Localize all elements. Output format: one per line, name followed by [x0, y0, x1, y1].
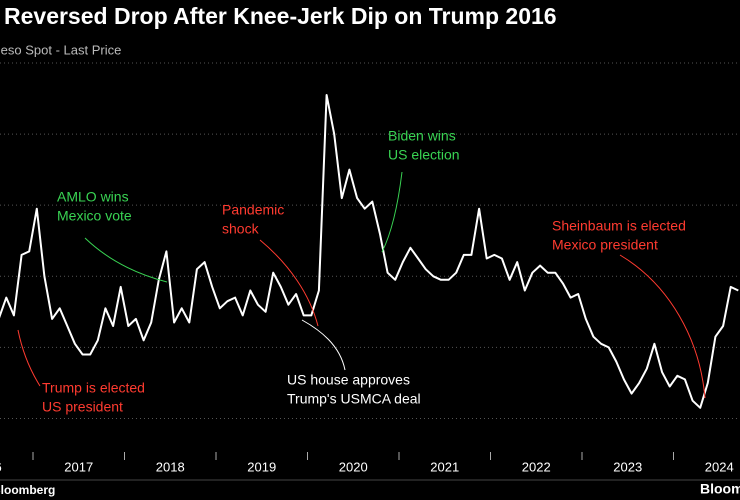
annotation-text: Trump's USMCA deal	[287, 391, 421, 407]
chart-title: Reversed Drop After Knee-Jerk Dip on Tru…	[4, 3, 557, 29]
annotation-text: Sheinbaum is elected	[552, 218, 686, 234]
annotation-leader	[381, 171, 403, 253]
annotation-text: Trump is elected	[42, 380, 145, 396]
annotation-text: shock	[222, 221, 260, 237]
x-tick-label: 2023	[613, 459, 642, 474]
annotation-text: AMLO wins	[57, 189, 129, 205]
annotation-text: Biden wins	[388, 128, 456, 144]
annotation-text: Mexico president	[552, 237, 658, 253]
x-tick-label: 2018	[156, 459, 185, 474]
annotation-text: Pandemic	[222, 202, 284, 218]
x-tick-label: 2017	[64, 459, 93, 474]
x-tick-label: 2021	[430, 459, 459, 474]
annotation-text: US election	[388, 147, 460, 163]
annotation-text: US president	[42, 399, 123, 415]
annotation-leader	[619, 254, 706, 399]
x-tick-label: 2016	[0, 459, 2, 474]
annotation-leader	[17, 329, 41, 387]
x-tick-label: 2024	[705, 459, 734, 474]
x-tick-label: 2019	[247, 459, 276, 474]
annotation-leader	[301, 319, 346, 371]
source: Bloomberg	[0, 483, 55, 497]
x-tick-label: 2020	[339, 459, 368, 474]
annotation-leader	[259, 239, 319, 327]
annotation-text: Mexico vote	[57, 208, 132, 224]
brand: Bloomberg	[700, 481, 740, 497]
price-line	[0, 94, 739, 409]
annotation-leader	[84, 237, 168, 283]
annotation-text: US house approves	[287, 372, 410, 388]
chart-subtitle: Peso Spot - Last Price	[0, 42, 121, 57]
x-tick-label: 2022	[522, 459, 551, 474]
